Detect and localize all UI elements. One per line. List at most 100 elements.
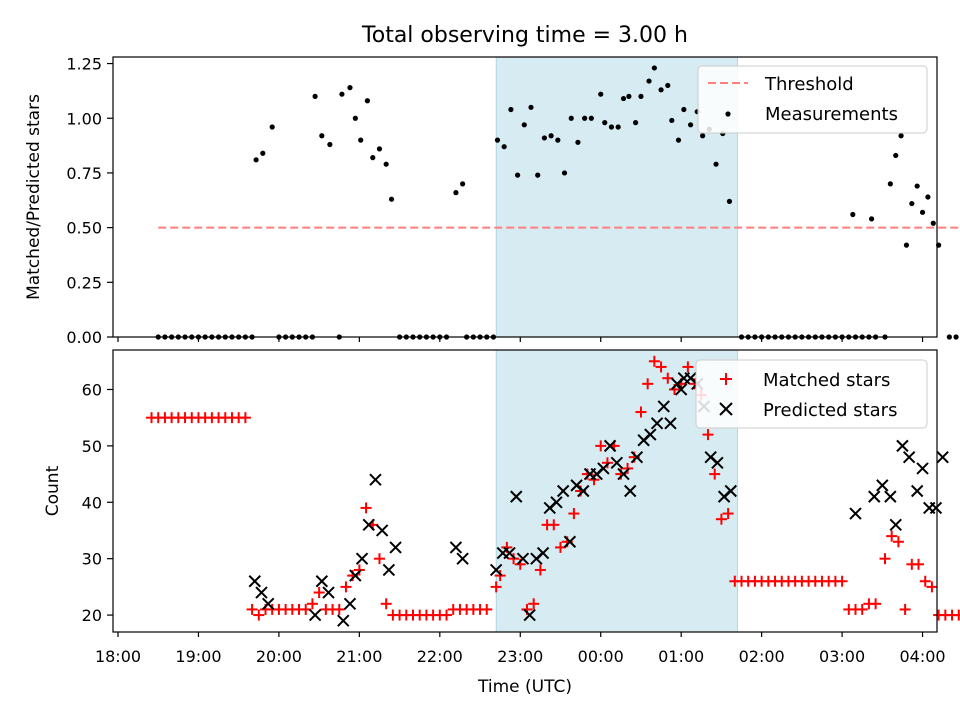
matched-star-point (595, 440, 607, 452)
bottom-y-axis: 20 30 40 50 60 (82, 380, 113, 625)
matched-star-point (709, 468, 721, 480)
measurement-point (494, 137, 501, 143)
bottom-y-tick-label: 40 (82, 493, 102, 512)
measurement-point (919, 209, 926, 215)
predicted-star-point (876, 479, 889, 492)
matched-star-point (655, 361, 667, 373)
predicted-star-point (936, 450, 949, 464)
measurement-point (665, 82, 671, 89)
measurement-point (608, 124, 615, 130)
matched-star-point (899, 603, 911, 615)
matched-star-point (246, 603, 258, 615)
matched-star-point (622, 462, 634, 474)
measurement-point (615, 124, 621, 130)
bottom-y-tick-label: 20 (82, 606, 102, 625)
predicted-star-point (362, 518, 375, 532)
top-y-axis-label: Matched/Predicted stars (24, 94, 44, 300)
predicted-star-point (916, 462, 929, 475)
bottom-x-tick-label: 02:00 (739, 647, 785, 666)
measurement-point (868, 216, 875, 222)
measurement-point (312, 93, 318, 99)
predicted-star-point (617, 467, 630, 481)
bottom-x-tick-label: 00:00 (578, 647, 624, 666)
measurement-point (347, 85, 353, 91)
measurement-point (339, 91, 345, 97)
x-axis-label: Time (UTC) (477, 677, 572, 697)
bottom-x-tick-label: 20:00 (256, 647, 302, 666)
measurement-point (675, 137, 682, 143)
predicted-star-point (382, 563, 396, 577)
measurement-point (541, 135, 548, 141)
matched-star-point (528, 598, 540, 610)
top-legend: Threshold Measurements (697, 65, 928, 134)
bottom-x-tick-label: 18:00 (95, 647, 141, 666)
predicted-star-point (369, 473, 382, 486)
bottom-legend: Matched stars Predicted stars (695, 359, 928, 429)
top-y-tick-label: 1.25 (66, 55, 102, 74)
measurement-point (453, 190, 459, 196)
matched-star-point (253, 609, 265, 621)
matched-star-point (360, 502, 372, 514)
top-panel: 0.00 0.25 0.50 0.75 1.00 1.25 Matched/Predict… (24, 55, 960, 347)
measurement-point (327, 141, 333, 148)
measurement-point (713, 161, 719, 167)
matched-star-point (555, 541, 566, 553)
matched-star-point (300, 603, 312, 615)
predicted-star-point (929, 501, 943, 515)
matched-star-point (682, 361, 694, 373)
measurement-point (508, 106, 514, 113)
measurement-point (575, 139, 581, 145)
matched-star-point (481, 603, 493, 615)
predicted-star-point (261, 597, 275, 611)
matched-star-point (870, 598, 882, 610)
predicted-star-point (644, 428, 657, 441)
predicted-star-point (624, 484, 637, 498)
top-y-tick-label: 0.50 (66, 219, 102, 238)
bottom-x-tick-label: 01:00 (658, 647, 704, 666)
measurement-point (370, 155, 376, 161)
measurement-point (914, 183, 920, 189)
measurement-point (646, 78, 652, 84)
predicted-star-point (577, 484, 590, 498)
predicted-star-point (248, 575, 261, 588)
predicted-star-point (355, 552, 369, 565)
bottom-plot-frame (112, 349, 938, 633)
predicted-star-point (449, 541, 463, 554)
matched-star-point (441, 609, 453, 621)
bottom-legend-box (695, 359, 928, 429)
top-y-tick-label: 0.75 (66, 164, 102, 183)
predicted-star-point (868, 490, 881, 503)
matched-star-point (601, 457, 613, 469)
predicted-star-point (349, 569, 362, 582)
measurement-point (602, 120, 608, 126)
measurement-point (850, 211, 856, 218)
predicted-star-point (516, 552, 530, 565)
measurement-point (319, 133, 325, 139)
measurement-point (681, 106, 687, 113)
measurement-point (909, 200, 915, 207)
measurement-point (555, 137, 561, 143)
legend-measurements-label: Measurements (765, 104, 898, 125)
predicted-star-point (523, 608, 536, 622)
bottom-x-axis: 18:00 19:00 20:00 21:00 22:00 23:00 00:00 01:00… (95, 632, 946, 666)
top-y-tick-label: 0.00 (66, 328, 102, 347)
legend-predicted-swatch (719, 402, 733, 416)
matched-star-point (494, 570, 506, 582)
bottom-y-tick-label: 60 (82, 380, 102, 399)
matched-star-point (879, 553, 891, 565)
measurement-point (898, 133, 904, 139)
measurement-point (352, 115, 358, 121)
matched-star-point (306, 598, 318, 610)
matched-star-point (534, 564, 546, 576)
matched-star-point (490, 581, 502, 593)
measurement-point (887, 181, 893, 187)
legend-matched-swatch (720, 373, 732, 385)
matched-star-point (353, 564, 365, 576)
measurement-point (460, 181, 466, 187)
predicted-star-point (902, 450, 916, 464)
matched-star-point (333, 603, 345, 615)
top-legend-box (697, 65, 928, 134)
predicted-star-point (563, 535, 577, 548)
measurement-point (388, 196, 395, 202)
measurement-point (253, 157, 259, 163)
